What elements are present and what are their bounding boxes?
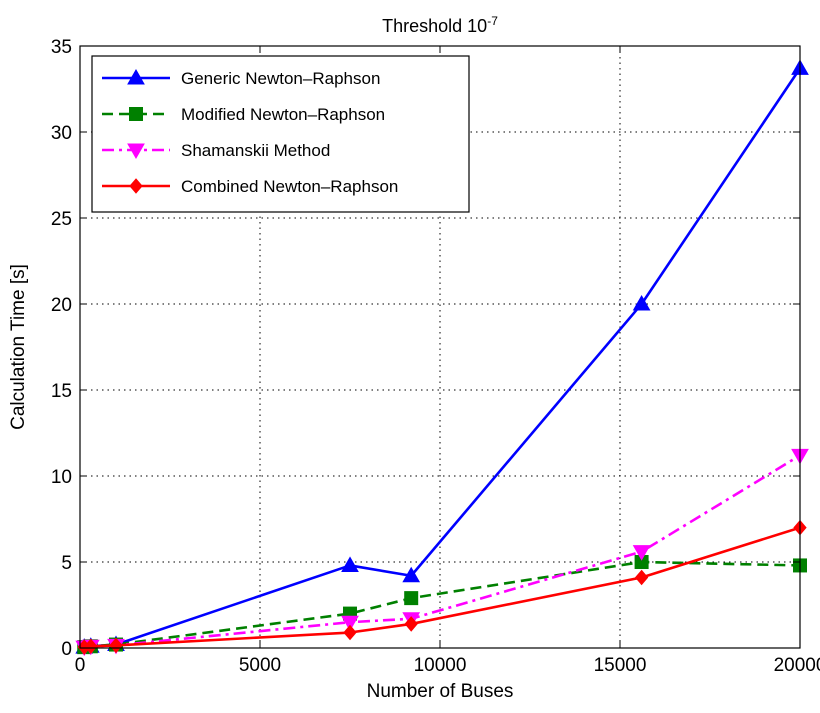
y-tick-label: 0 (61, 639, 72, 660)
legend-label: Combined Newton–Raphson (181, 177, 398, 196)
data-point (109, 637, 123, 654)
legend-entry: Combined Newton–Raphson (102, 177, 398, 196)
data-point (632, 545, 651, 561)
legend-label: Modified Newton–Raphson (181, 105, 385, 124)
legend-marker (129, 178, 143, 194)
chart-title: Threshold 10-7 (382, 14, 498, 36)
data-point (404, 616, 418, 632)
data-point (404, 591, 419, 606)
legend-marker (127, 68, 145, 85)
y-tick-label: 5 (61, 553, 72, 574)
x-tick-label: 15000 (594, 655, 647, 676)
chart-title-base: Threshold 10 (382, 16, 487, 36)
data-point (341, 556, 359, 572)
x-tick-label: 10000 (414, 655, 467, 676)
legend: Generic Newton–Raphson Modified Newton–Ra… (91, 55, 470, 213)
y-tick-label: 30 (51, 123, 72, 144)
data-point (634, 569, 649, 586)
y-tick-label: 25 (51, 209, 72, 230)
y-tick-label: 15 (51, 381, 72, 402)
data-point (343, 624, 357, 641)
x-axis-label: Number of Buses (367, 681, 514, 702)
legend-label: Shamanskii Method (181, 141, 330, 160)
legend-entry: Generic Newton–Raphson (102, 68, 380, 88)
y-axis-label: Calculation Time [s] (8, 264, 29, 430)
legend-marker (129, 107, 143, 121)
x-tick-label: 0 (75, 655, 86, 676)
legend-entry: Modified Newton–Raphson (102, 105, 385, 124)
legend-label: Generic Newton–Raphson (181, 69, 380, 88)
series-4 (77, 519, 807, 655)
y-tick-label: 10 (51, 467, 72, 488)
legend-entry: Shamanskii Method (102, 141, 330, 160)
data-point (632, 294, 651, 311)
data-point (341, 615, 359, 632)
x-tick-label: 5000 (239, 655, 281, 676)
y-tick-label: 20 (51, 295, 72, 316)
data-point (402, 566, 421, 583)
y-tick-label: 35 (51, 37, 72, 58)
legend-marker (127, 143, 145, 160)
chart-title-exponent: -7 (487, 14, 498, 28)
data-point (84, 638, 98, 655)
series-group (75, 59, 809, 657)
